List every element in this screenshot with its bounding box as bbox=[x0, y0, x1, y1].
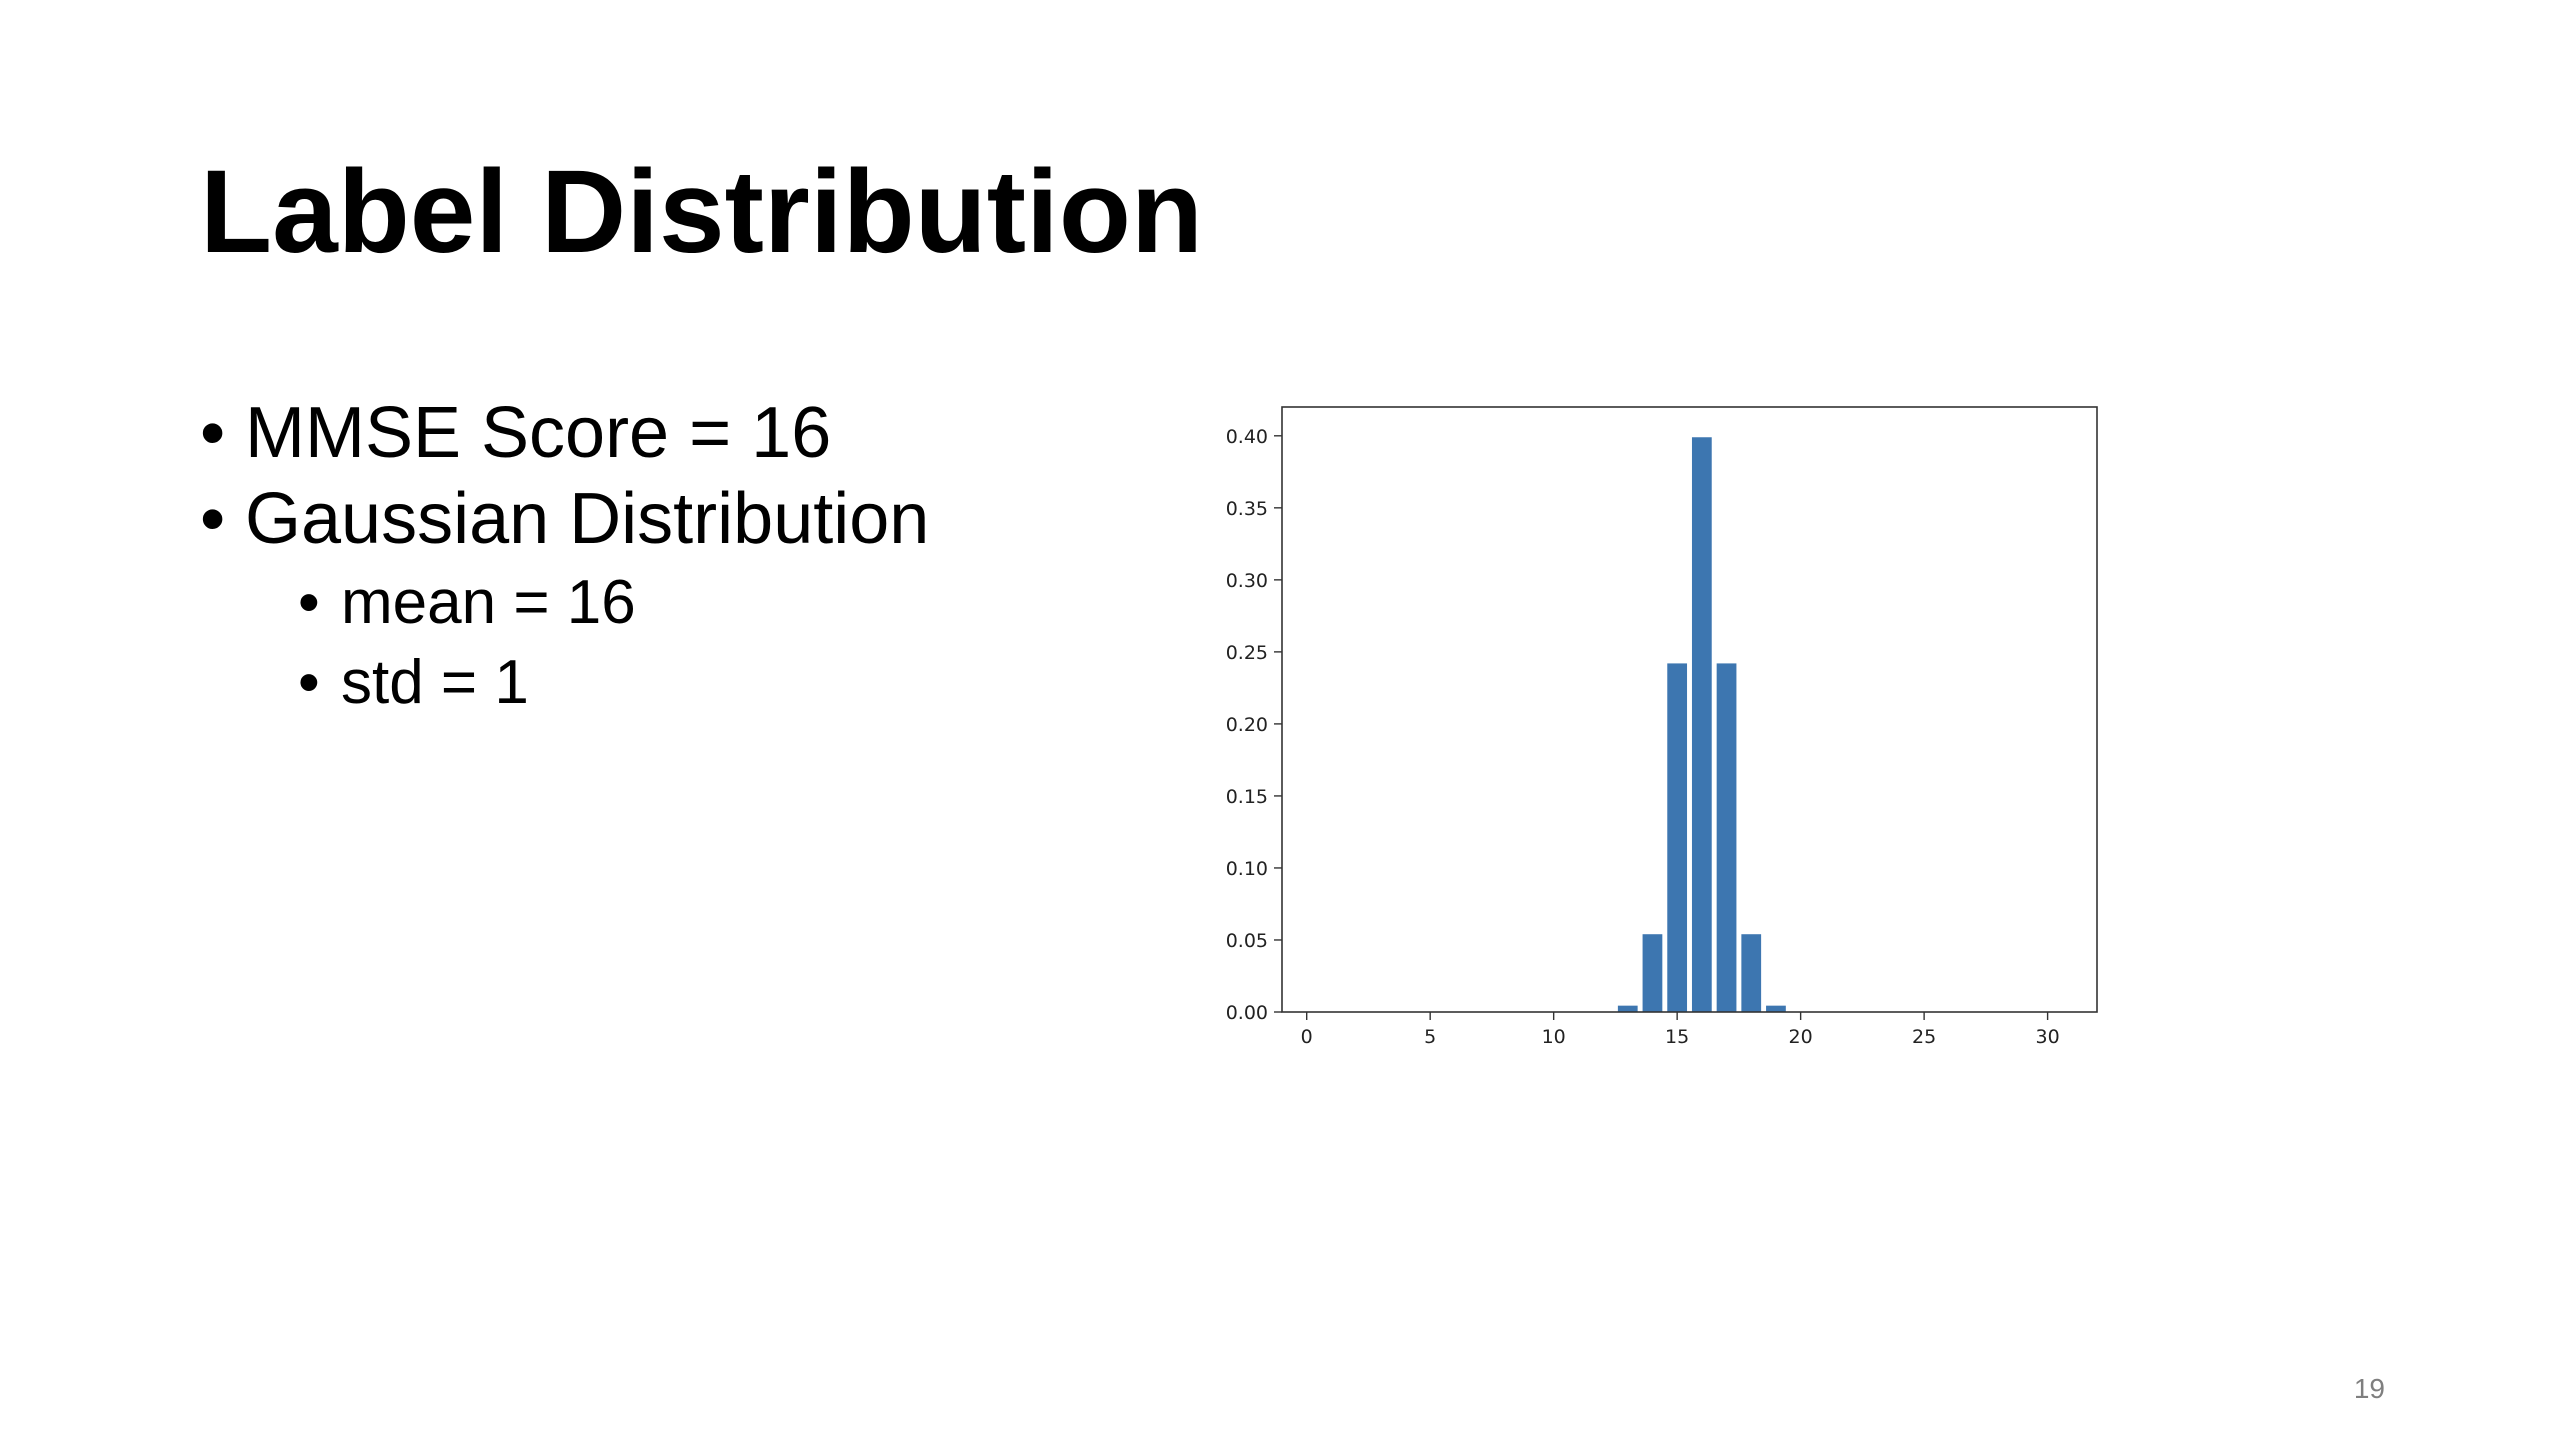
y-tick-label: 0.35 bbox=[1226, 498, 1268, 520]
chart-bar bbox=[1642, 934, 1663, 1012]
bullet-item: • Gaussian Distribution bbox=[200, 476, 929, 562]
y-tick-label: 0.05 bbox=[1226, 930, 1268, 952]
chart-bar bbox=[1766, 1005, 1786, 1012]
x-tick-label: 25 bbox=[1912, 1026, 1936, 1048]
y-tick-label: 0.40 bbox=[1226, 426, 1268, 448]
x-tick-label: 20 bbox=[1789, 1026, 1813, 1048]
chart-bar bbox=[1617, 1005, 1638, 1012]
bullet-text: Gaussian Distribution bbox=[245, 479, 930, 560]
bullet-list: • MMSE Score = 16 • Gaussian Distributio… bbox=[200, 390, 929, 724]
x-tick-label: 0 bbox=[1301, 1026, 1313, 1048]
sub-bullet-item: • std = 1 bbox=[298, 643, 929, 724]
x-tick-label: 5 bbox=[1424, 1026, 1436, 1048]
chart-bar bbox=[1667, 663, 1688, 1012]
sub-bullet-text: std = 1 bbox=[341, 648, 529, 718]
y-tick-label: 0.25 bbox=[1226, 642, 1268, 664]
chart-bar bbox=[1741, 934, 1762, 1012]
bar-chart: 0.00 0.05 0.10 0.15 0.20 0.25 0.30 0.35 0.40 0 5 10… bbox=[1226, 406, 2098, 1048]
bullet-dot-icon: • bbox=[298, 648, 320, 718]
y-tick-label: 0.00 bbox=[1226, 1002, 1268, 1024]
y-tick-label: 0.30 bbox=[1226, 570, 1268, 592]
chart-frame bbox=[1281, 406, 2098, 1013]
y-tick-label: 0.10 bbox=[1226, 858, 1268, 880]
bullet-dot-icon: • bbox=[200, 479, 226, 560]
y-tick-label: 0.15 bbox=[1226, 786, 1268, 808]
chart-bar bbox=[1691, 437, 1712, 1012]
slide-title: Label Distribution bbox=[200, 146, 1203, 278]
bullet-dot-icon: • bbox=[298, 567, 320, 637]
sub-bullet-text: mean = 16 bbox=[341, 567, 636, 637]
y-tick-label: 0.20 bbox=[1226, 714, 1268, 736]
x-tick-label: 15 bbox=[1665, 1026, 1689, 1048]
x-tick-label: 10 bbox=[1542, 1026, 1566, 1048]
sub-bullet-item: • mean = 16 bbox=[298, 563, 929, 644]
chart-bar bbox=[1716, 663, 1737, 1012]
x-tick-label: 30 bbox=[2036, 1026, 2060, 1048]
bullet-text: MMSE Score = 16 bbox=[245, 393, 832, 473]
page-number: 19 bbox=[2353, 1373, 2385, 1404]
bullet-item: • MMSE Score = 16 bbox=[200, 390, 929, 476]
bullet-dot-icon: • bbox=[200, 393, 226, 473]
